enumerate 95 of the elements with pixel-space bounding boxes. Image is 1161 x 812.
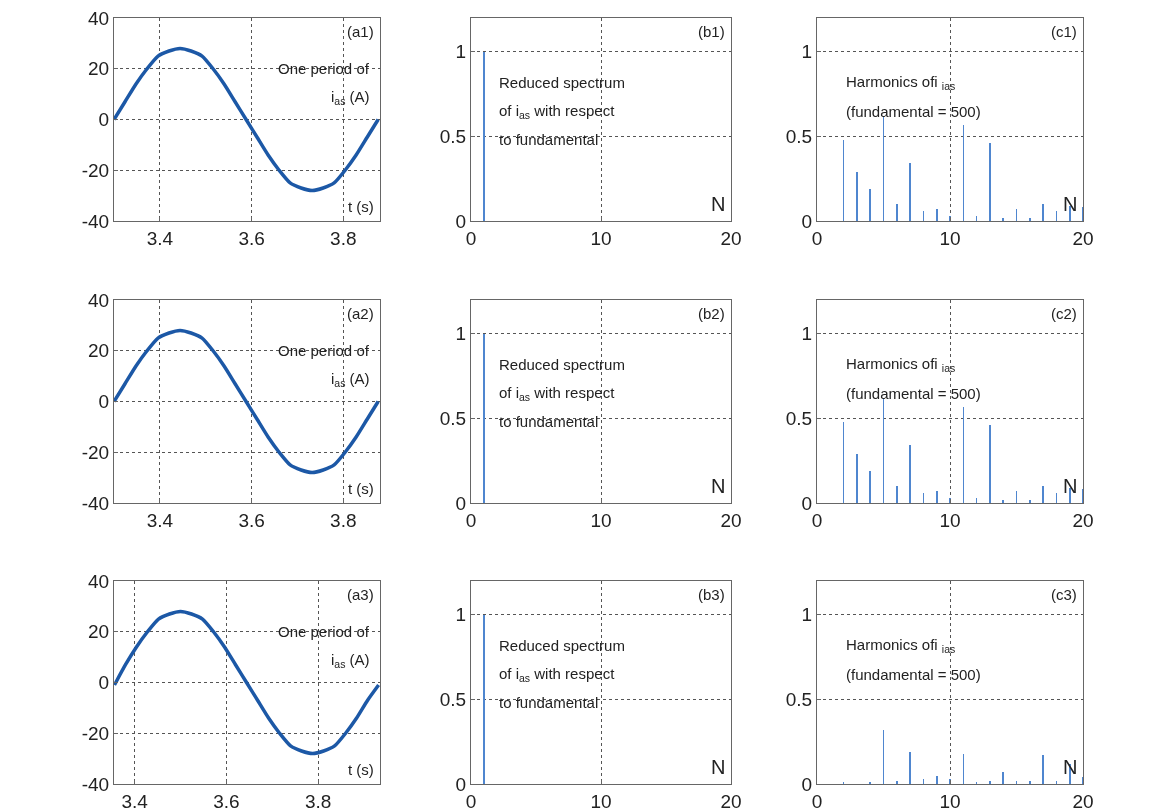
annotation: of i$_{as}$ with respect bbox=[499, 665, 616, 685]
annotation: (a1) bbox=[347, 23, 374, 40]
annotation: i$_{as}$ (A) bbox=[331, 651, 370, 671]
annotation: Reduced spectrum bbox=[499, 356, 625, 373]
y-tick-label: -20 bbox=[81, 722, 110, 744]
y-tick-label: 40 bbox=[88, 7, 110, 29]
annotation: Harmonics ofi $_{ias}$ bbox=[846, 636, 956, 656]
x-tick-label: 20 bbox=[1072, 227, 1094, 249]
x-axis-title: N bbox=[711, 475, 726, 497]
x-axis-title: t (s) bbox=[348, 198, 374, 215]
annotation: to fundamental bbox=[499, 413, 599, 430]
y-tick-label: 0 bbox=[801, 210, 813, 232]
x-axis-title: t (s) bbox=[348, 480, 374, 497]
line-series bbox=[114, 609, 380, 756]
annotation: One period of bbox=[278, 623, 370, 640]
y-tick-label: 0.5 bbox=[785, 126, 813, 148]
annotation: (b3) bbox=[698, 586, 725, 603]
annotation: Harmonics ofi $_{ias}$ bbox=[846, 355, 956, 375]
annotation: to fundamental bbox=[499, 131, 599, 148]
y-tick-label: 40 bbox=[88, 289, 110, 311]
y-tick-label: 1 bbox=[801, 323, 813, 345]
y-tick-label: 0 bbox=[455, 210, 467, 232]
y-tick-label: 0 bbox=[801, 492, 813, 514]
y-tick-label: 1 bbox=[801, 41, 813, 63]
annotation: (b1) bbox=[698, 23, 725, 40]
y-tick-label: -40 bbox=[81, 492, 110, 514]
y-tick-label: 0.5 bbox=[785, 408, 813, 430]
annotation: to fundamental bbox=[499, 694, 599, 711]
x-tick-label: 3.8 bbox=[330, 227, 357, 249]
y-tick-label: 0 bbox=[455, 773, 467, 795]
x-tick-label: 3.6 bbox=[213, 790, 240, 812]
y-tick-label: -40 bbox=[81, 210, 110, 232]
y-tick-label: 0.5 bbox=[785, 689, 813, 711]
x-tick-label: 10 bbox=[939, 227, 961, 249]
y-tick-label: 1 bbox=[455, 41, 467, 63]
x-tick-label: 20 bbox=[1072, 509, 1094, 531]
y-tick-label: 0.5 bbox=[439, 408, 467, 430]
x-tick-label: 20 bbox=[720, 790, 742, 812]
annotation: (a3) bbox=[347, 586, 374, 603]
x-tick-label: 3.4 bbox=[146, 227, 174, 249]
x-tick-label: 3.6 bbox=[238, 509, 265, 531]
x-tick-label: 3.8 bbox=[304, 790, 332, 812]
annotation: i$_{as}$ (A) bbox=[331, 88, 370, 108]
x-axis-title: N bbox=[1063, 193, 1078, 215]
line-series bbox=[114, 328, 380, 475]
x-tick-label: 10 bbox=[939, 509, 961, 531]
y-tick-label: -20 bbox=[81, 159, 110, 181]
y-tick-label: 0 bbox=[98, 109, 110, 131]
x-tick-label: 10 bbox=[590, 509, 612, 531]
annotation: Reduced spectrum bbox=[499, 637, 625, 654]
annotation: i$_{as}$ (A) bbox=[331, 370, 370, 390]
y-tick-label: 0.5 bbox=[439, 689, 467, 711]
annotation: (a2) bbox=[347, 305, 374, 322]
x-axis-title: t (s) bbox=[348, 761, 374, 778]
x-tick-label: 20 bbox=[720, 509, 742, 531]
annotation: of i$_{as}$ with respect bbox=[499, 102, 616, 122]
annotation: Reduced spectrum bbox=[499, 74, 625, 91]
annotation: (c1) bbox=[1051, 23, 1077, 40]
x-tick-label: 10 bbox=[590, 227, 612, 249]
y-tick-label: 20 bbox=[88, 621, 110, 643]
y-tick-label: -40 bbox=[81, 773, 110, 795]
annotation: One period of bbox=[278, 60, 370, 77]
annotation: (fundamental = 500) bbox=[846, 385, 981, 402]
y-tick-label: 0 bbox=[455, 492, 467, 514]
x-tick-label: 3.4 bbox=[146, 509, 174, 531]
x-tick-label: 3.6 bbox=[238, 227, 265, 249]
y-tick-label: 0 bbox=[98, 672, 110, 694]
x-tick-label: 3.8 bbox=[330, 509, 357, 531]
annotation: (c2) bbox=[1051, 305, 1077, 322]
annotation: of i$_{as}$ with respect bbox=[499, 384, 616, 404]
y-tick-label: 0.5 bbox=[439, 126, 467, 148]
annotation: (c3) bbox=[1051, 586, 1077, 603]
y-tick-label: 1 bbox=[801, 604, 813, 626]
x-tick-label: 10 bbox=[590, 790, 612, 812]
x-tick-label: 3.4 bbox=[121, 790, 149, 812]
annotation: One period of bbox=[278, 342, 370, 359]
x-axis-title: N bbox=[711, 193, 726, 215]
x-tick-label: 10 bbox=[939, 790, 961, 812]
y-tick-label: 40 bbox=[88, 570, 110, 592]
x-axis-title: N bbox=[711, 756, 726, 778]
x-tick-label: 20 bbox=[720, 227, 742, 249]
annotation: (b2) bbox=[698, 305, 725, 322]
y-tick-label: 1 bbox=[455, 323, 467, 345]
y-tick-label: 0 bbox=[98, 391, 110, 413]
y-tick-label: 20 bbox=[88, 340, 110, 362]
annotation: Harmonics ofi $_{ias}$ bbox=[846, 73, 956, 93]
x-tick-label: 20 bbox=[1072, 790, 1094, 812]
x-axis-title: N bbox=[1063, 475, 1078, 497]
y-tick-label: 1 bbox=[455, 604, 467, 626]
line-series bbox=[114, 46, 380, 193]
y-tick-label: 20 bbox=[88, 58, 110, 80]
annotation: (fundamental = 500) bbox=[846, 103, 981, 120]
annotation: (fundamental = 500) bbox=[846, 666, 981, 683]
y-tick-label: -20 bbox=[81, 441, 110, 463]
y-tick-label: 0 bbox=[801, 773, 813, 795]
